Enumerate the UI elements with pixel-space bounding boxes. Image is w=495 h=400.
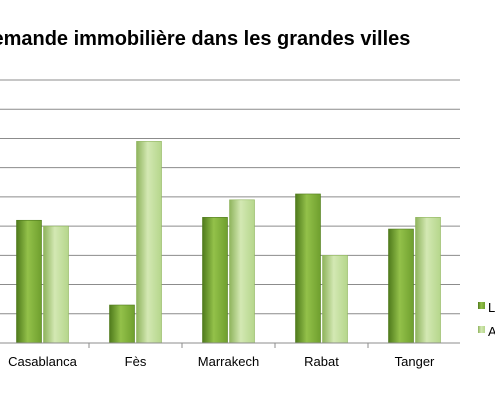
legend: LA bbox=[478, 300, 495, 339]
bar-a-casablanca bbox=[43, 225, 69, 344]
x-tick-label: Tanger bbox=[395, 354, 435, 369]
x-tick-label: Rabat bbox=[304, 354, 339, 369]
legend-label: L bbox=[488, 300, 495, 315]
bar-a-marrakech bbox=[229, 199, 255, 344]
bars bbox=[16, 141, 441, 344]
x-tick-label: Casablanca bbox=[8, 354, 77, 369]
x-tick-label: Fès bbox=[125, 354, 147, 369]
bar-a-rabat bbox=[322, 255, 348, 344]
bar-l-casablanca bbox=[16, 219, 42, 344]
gridlines bbox=[0, 79, 460, 315]
x-tick-label: Marrakech bbox=[198, 354, 259, 369]
bar-l-rabat bbox=[295, 193, 321, 344]
legend-swatch bbox=[478, 302, 485, 309]
legend-swatch bbox=[478, 326, 485, 333]
category-labels: Casablanca Fès Marrakech Rabat Tanger bbox=[8, 354, 435, 369]
chart-title: Demande immobilière dans les grandes vil… bbox=[0, 28, 410, 50]
bar-l-fès bbox=[109, 304, 135, 344]
bar-a-fès bbox=[136, 141, 162, 344]
bar-l-marrakech bbox=[202, 217, 228, 344]
bar-a-tanger bbox=[415, 217, 441, 344]
bar-l-tanger bbox=[388, 228, 414, 344]
legend-label: A bbox=[488, 324, 495, 339]
x-axis bbox=[0, 342, 460, 348]
